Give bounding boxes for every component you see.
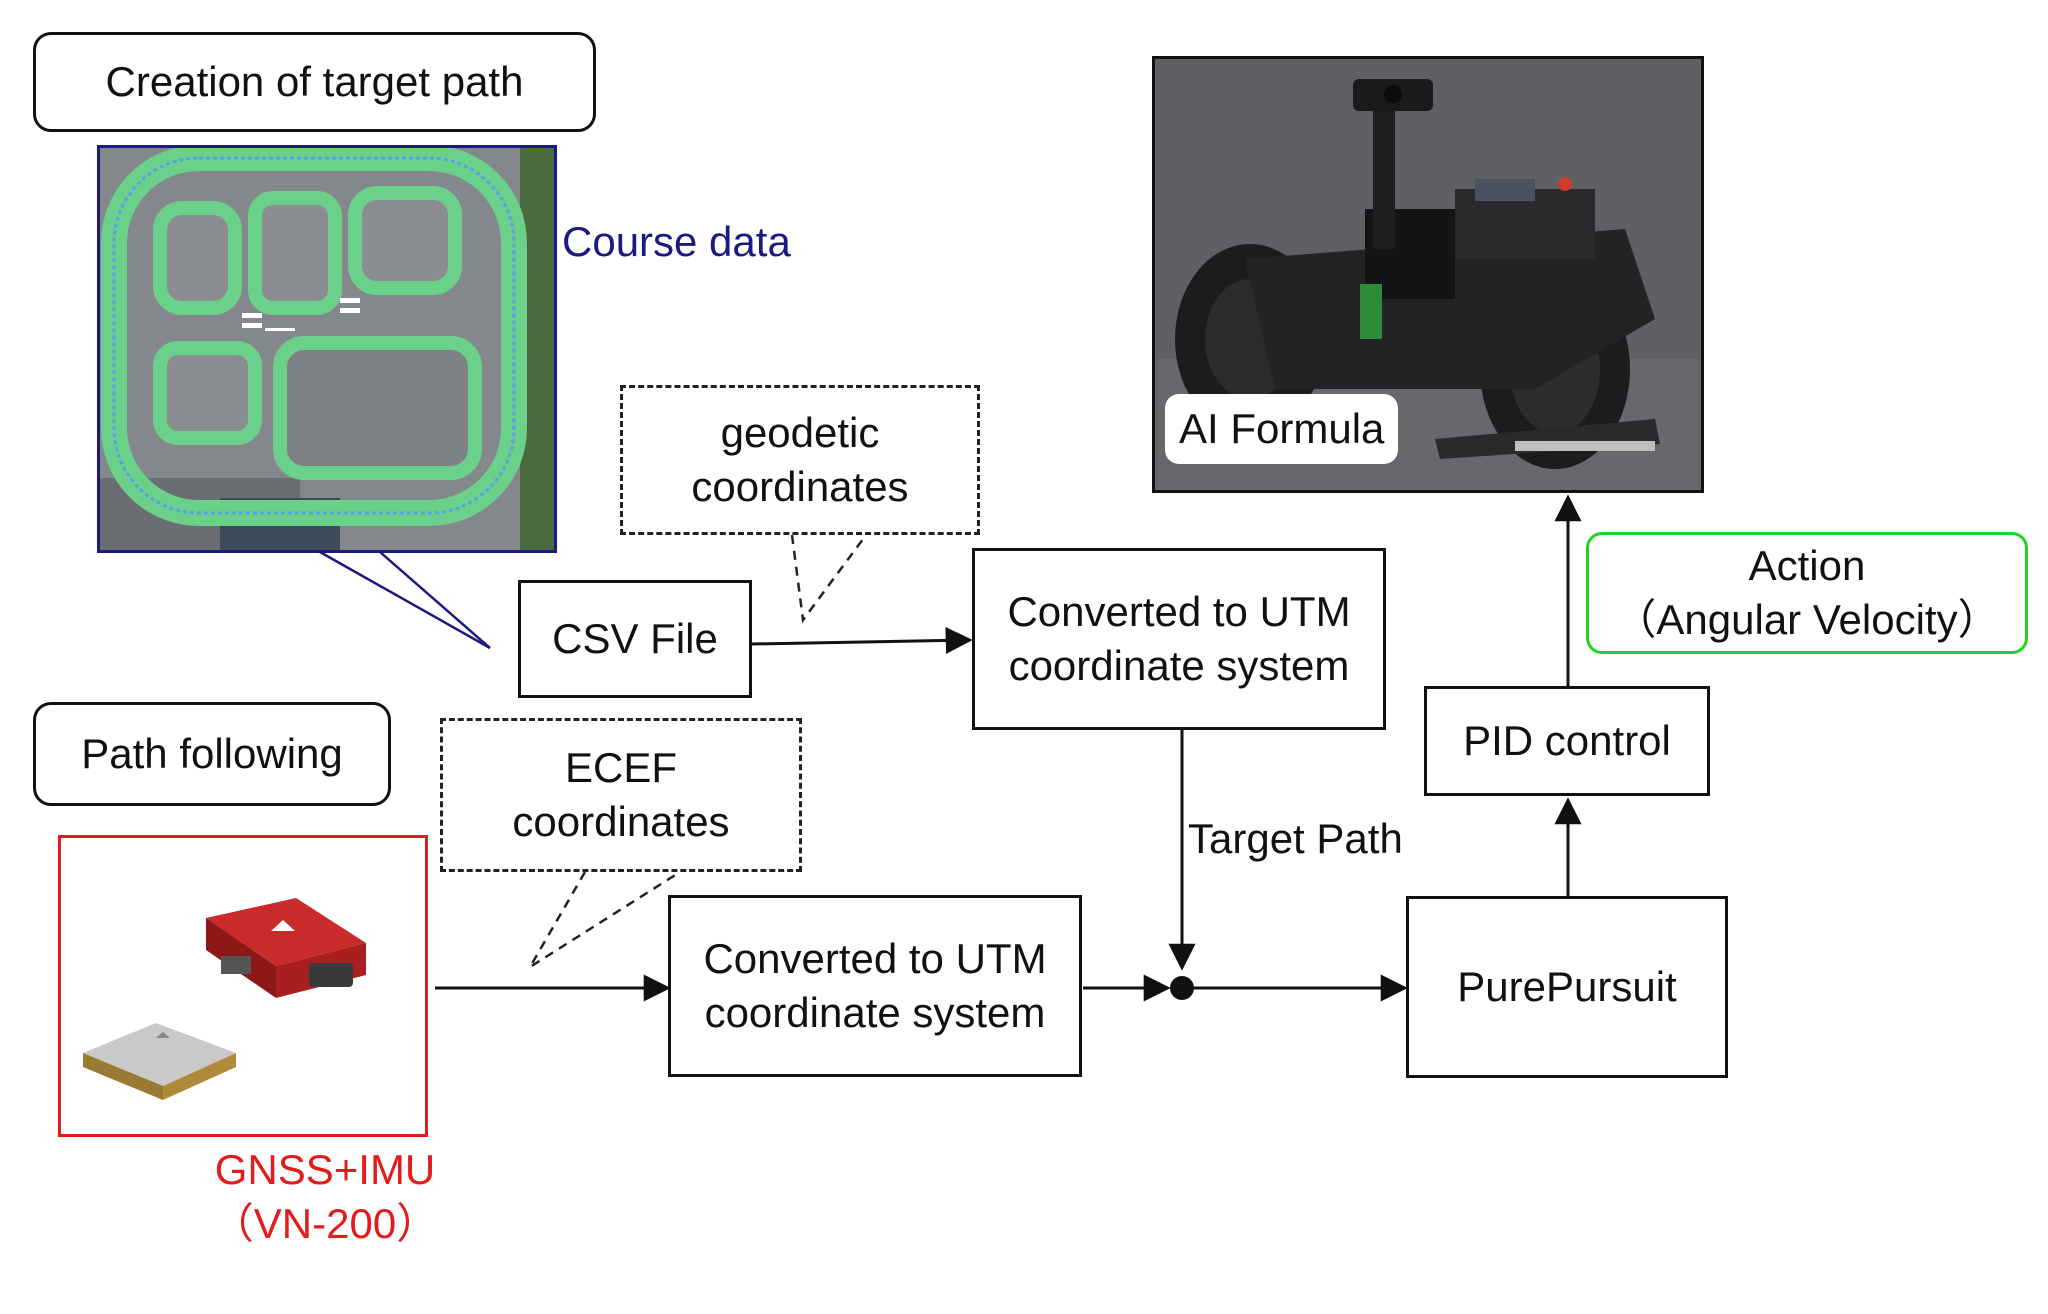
gnss-line-1: GNSS+IMU	[214, 1146, 436, 1193]
utm-conversion-bottom-box: Converted to UTM coordinate system	[668, 895, 1082, 1077]
geodetic-line-2: coordinates	[691, 463, 909, 510]
junction-dot	[1170, 976, 1194, 1000]
ecef-line-2: coordinates	[512, 798, 730, 845]
utm-bottom-line-1: Converted to UTM	[703, 935, 1047, 983]
section-header-following-label: Path following	[81, 730, 343, 778]
geodetic-callout-tail	[790, 534, 868, 624]
utm-top-line-2: coordinate system	[1008, 642, 1350, 689]
action-line-1: Action	[1748, 542, 1866, 590]
ecef-line-1: ECEF	[564, 744, 677, 792]
course-callout-line-right	[379, 551, 491, 649]
section-header-following: Path following	[33, 702, 391, 806]
purepursuit-box: PurePursuit	[1406, 896, 1728, 1078]
course-map-drawing	[100, 148, 554, 550]
purepursuit-label: PurePursuit	[1457, 963, 1677, 1011]
arrow-csv-to-utm	[751, 626, 973, 654]
action-line-2: （Angular Velocity）	[1614, 596, 2000, 643]
action-box: Action （Angular Velocity）	[1586, 532, 2028, 654]
ai-formula-label: AI Formula	[1179, 405, 1385, 452]
section-header-creation-label: Creation of target path	[105, 58, 524, 106]
csv-file-label: CSV File	[552, 615, 718, 663]
pid-control-box: PID control	[1424, 686, 1710, 796]
utm-conversion-top-box: Converted to UTM coordinate system	[972, 548, 1386, 730]
section-header-creation: Creation of target path	[33, 32, 596, 132]
gnss-imu-image	[58, 835, 428, 1137]
gnss-imu-drawing	[83, 898, 366, 1100]
ai-formula-photo: AI Formula	[1152, 56, 1704, 493]
ai-formula-label-badge: AI Formula	[1165, 394, 1399, 465]
geodetic-callout: geodetic coordinates	[620, 385, 980, 535]
utm-top-line-1: Converted to UTM	[1007, 588, 1351, 636]
gnss-line-2: （VN-200）	[211, 1199, 439, 1247]
gnss-imu-label: GNSS+IMU （VN-200）	[200, 1143, 450, 1251]
csv-file-box: CSV File	[518, 580, 752, 698]
utm-bottom-line-2: coordinate system	[704, 989, 1046, 1036]
ecef-callout-tail	[528, 870, 681, 969]
course-data-label: Course data	[562, 218, 791, 265]
geodetic-line-1: geodetic	[720, 409, 880, 457]
course-callout-line-left	[319, 550, 491, 650]
pid-control-label: PID control	[1463, 717, 1671, 765]
ecef-callout: ECEF coordinates	[440, 718, 802, 872]
target-path-label: Target Path	[1188, 815, 1403, 862]
course-map-image	[97, 145, 557, 553]
